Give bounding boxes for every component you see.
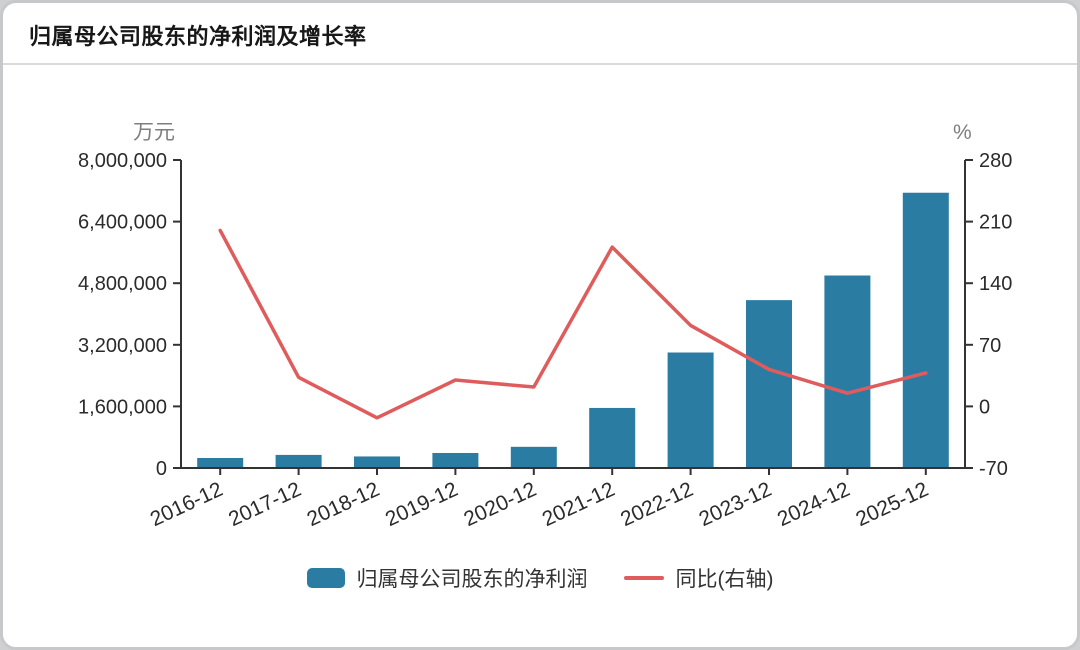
x-axis-tick-label: 2020-12 [460,478,540,531]
left-axis-tick-label: 0 [156,458,167,480]
bar [667,352,714,468]
left-axis-tick-label: 1,600,000 [78,396,167,418]
chart-title: 归属母公司股东的净利润及增长率 [29,24,367,49]
bar [197,457,244,468]
left-axis-unit-label: 万元 [133,121,175,144]
right-axis-tick-label: 0 [979,396,990,418]
bar-series-swatch-icon [306,568,345,588]
left-axis-tick-label: 4,800,000 [78,273,167,295]
x-axis-tick-label: 2017-12 [225,478,305,531]
bar [824,275,871,468]
x-axis-tick-label: 2024-12 [774,478,854,531]
line-series [218,228,928,420]
legend-item-line-series[interactable]: 同比(右轴) [623,563,774,593]
legend-item-bar-series[interactable]: 归属母公司股东的净利润 [306,563,588,593]
left-axis-tick-label: 6,400,000 [78,212,167,234]
right-axis-tick-label: 140 [979,273,1012,295]
bar [510,446,557,468]
bar [354,456,400,468]
line-series-swatch-icon [623,576,664,580]
x-axis-tick-label: 2023-12 [696,478,776,531]
x-axis-tick-label: 2019-12 [382,478,462,531]
right-axis-tick-label: 280 [979,150,1012,172]
bar [432,452,479,468]
x-axis-tick-label: 2018-12 [304,478,384,531]
right-axis-tick-label: 210 [979,212,1012,234]
right-axis-tick-label: -70 [979,458,1008,480]
x-axis-tick-label: 2021-12 [539,478,619,531]
x-axis-tick-label: 2022-12 [617,478,697,531]
chart-legend: 归属母公司股东的净利润 同比(右轴) [3,563,1077,593]
bar [902,192,949,468]
header-divider [3,63,1077,65]
right-axis-tick-label: 70 [979,335,1001,357]
right-axis-unit-label: % [953,121,972,144]
legend-label-bar-series: 归属母公司股东的净利润 [356,568,588,591]
bar [589,407,636,468]
bar [275,454,322,468]
left-axis-tick-label: 8,000,000 [78,150,167,172]
left-axis-tick-label: 3,200,000 [78,335,167,357]
x-axis-tick-label: 2016-12 [147,478,227,531]
legend-label-line-series: 同比(右轴) [675,568,774,591]
bar [746,300,792,468]
x-axis-tick-label: 2025-12 [852,478,932,531]
chart-svg: 万元 % 0 1,600,000 3,200,000 4,800,000 6,400,000… [78,121,1012,531]
